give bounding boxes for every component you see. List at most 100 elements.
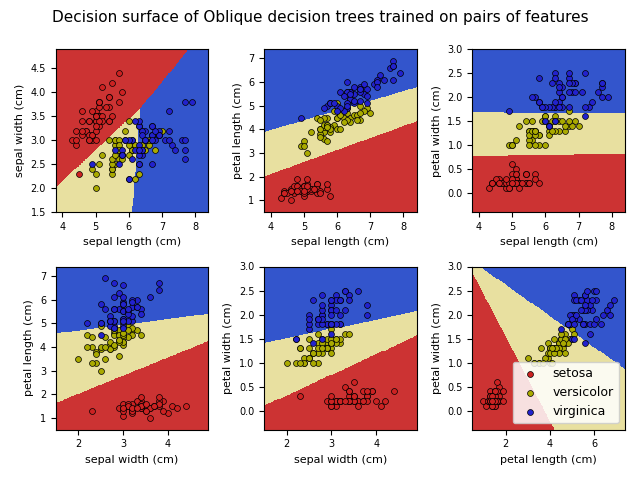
Point: [292, 182, 302, 190]
Point: [567, 315, 577, 323]
Point: [149, 402, 159, 410]
Point: [127, 331, 137, 339]
Point: [109, 305, 119, 313]
Point: [302, 182, 312, 190]
Point: [326, 306, 337, 313]
X-axis label: sepal length (cm): sepal length (cm): [83, 238, 181, 248]
Point: [353, 287, 364, 294]
Point: [302, 187, 312, 195]
Point: [580, 306, 590, 313]
Point: [117, 151, 127, 158]
Point: [500, 175, 511, 182]
Point: [365, 109, 375, 117]
Point: [492, 387, 502, 395]
Point: [276, 194, 286, 202]
Point: [388, 62, 399, 70]
Point: [113, 336, 124, 344]
Point: [137, 146, 147, 154]
Point: [494, 180, 504, 187]
Point: [170, 146, 180, 154]
Point: [537, 117, 547, 125]
Point: [485, 397, 495, 405]
Point: [316, 190, 326, 197]
Point: [538, 359, 548, 366]
Point: [560, 330, 570, 337]
Point: [317, 315, 328, 323]
Point: [372, 78, 382, 86]
Point: [549, 349, 559, 357]
Point: [134, 160, 144, 168]
Point: [86, 360, 97, 367]
Point: [299, 187, 309, 195]
Point: [514, 180, 524, 187]
Point: [550, 112, 561, 120]
Point: [339, 119, 349, 126]
Point: [523, 354, 533, 361]
Point: [77, 117, 88, 125]
Point: [554, 339, 564, 347]
Point: [558, 335, 568, 342]
Point: [100, 355, 110, 362]
Point: [560, 127, 570, 134]
Point: [494, 387, 504, 395]
Point: [94, 98, 104, 106]
Point: [124, 151, 134, 158]
Point: [117, 156, 127, 163]
Point: [114, 156, 124, 163]
Point: [104, 346, 115, 353]
Point: [90, 112, 100, 120]
Point: [326, 320, 337, 328]
Point: [109, 279, 119, 287]
Point: [331, 397, 341, 405]
Point: [335, 111, 346, 119]
Point: [385, 64, 396, 72]
Point: [308, 185, 319, 192]
Point: [312, 114, 323, 121]
Point: [609, 296, 619, 304]
Point: [534, 359, 544, 366]
Point: [362, 392, 372, 400]
Point: [349, 397, 359, 405]
Point: [114, 146, 124, 154]
Point: [345, 114, 355, 121]
Point: [97, 151, 108, 158]
Point: [326, 397, 337, 405]
Point: [342, 88, 352, 96]
Point: [520, 180, 531, 187]
Point: [316, 126, 326, 133]
Point: [534, 132, 544, 139]
Point: [134, 151, 144, 158]
Point: [335, 397, 346, 405]
Point: [107, 165, 117, 173]
Point: [582, 287, 593, 294]
Point: [104, 136, 114, 144]
Point: [114, 98, 124, 106]
Point: [319, 121, 329, 129]
Point: [136, 405, 146, 412]
Point: [547, 359, 557, 366]
Point: [302, 175, 312, 183]
Point: [352, 111, 362, 119]
Point: [147, 122, 157, 130]
Point: [317, 344, 328, 352]
Point: [140, 405, 150, 412]
Point: [340, 330, 350, 337]
Point: [550, 103, 561, 110]
Point: [556, 330, 566, 337]
Point: [511, 170, 521, 178]
Point: [120, 136, 131, 144]
Point: [304, 311, 314, 318]
X-axis label: petal length (cm): petal length (cm): [500, 455, 597, 465]
Point: [497, 180, 508, 187]
Point: [494, 175, 504, 182]
Point: [154, 127, 164, 134]
Point: [560, 339, 570, 347]
Point: [104, 117, 114, 125]
Point: [91, 350, 101, 358]
Point: [490, 397, 500, 405]
Point: [122, 402, 132, 410]
Point: [499, 397, 509, 405]
Point: [545, 349, 555, 357]
X-axis label: sepal length (cm): sepal length (cm): [500, 238, 598, 248]
Point: [100, 334, 110, 341]
